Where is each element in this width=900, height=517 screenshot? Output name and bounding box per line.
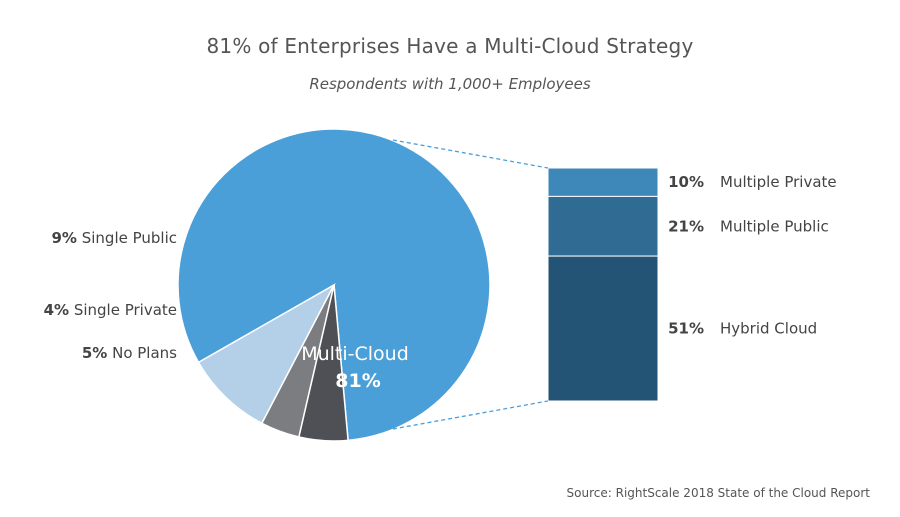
- label-name: No Plans: [107, 344, 177, 362]
- slice-single-public: [197, 283, 336, 425]
- bar-segment-multiple-public: [547, 195, 659, 257]
- connector-bottom: [392, 400, 549, 430]
- bar-segment-hybrid-cloud: [547, 255, 659, 402]
- bar-value-hybrid-cloud: 51%: [668, 320, 704, 338]
- bar-label-multiple-private: Multiple Private: [720, 173, 837, 191]
- bar-value-multiple-public: 21%: [668, 217, 704, 235]
- label-name: Single Private: [69, 301, 177, 319]
- bar-segment-multiple-private: [547, 167, 659, 197]
- label-single-private: 4% Single Private: [44, 301, 177, 319]
- bar-label-hybrid-cloud: Hybrid Cloud: [720, 320, 817, 338]
- multi-cloud-value: 81%: [335, 370, 380, 392]
- label-name: Single Public: [77, 229, 177, 247]
- slice-no-plans: [298, 284, 349, 442]
- label-value: 4%: [44, 301, 69, 319]
- label-value: 9%: [51, 229, 76, 247]
- label-no-plans: 5% No Plans: [82, 344, 177, 362]
- bar-value-multiple-private: 10%: [668, 173, 704, 191]
- source-note: Source: RightScale 2018 State of the Clo…: [566, 486, 870, 500]
- connector-top: [392, 139, 549, 169]
- label-value: 5%: [82, 344, 107, 362]
- chart-title: 81% of Enterprises Have a Multi-Cloud St…: [206, 34, 694, 58]
- bar-label-multiple-public: Multiple Public: [720, 217, 829, 235]
- chart-subtitle: Respondents with 1,000+ Employees: [309, 75, 591, 93]
- label-single-public: 9% Single Public: [51, 229, 177, 247]
- multi-cloud-label: Multi-Cloud: [301, 343, 409, 365]
